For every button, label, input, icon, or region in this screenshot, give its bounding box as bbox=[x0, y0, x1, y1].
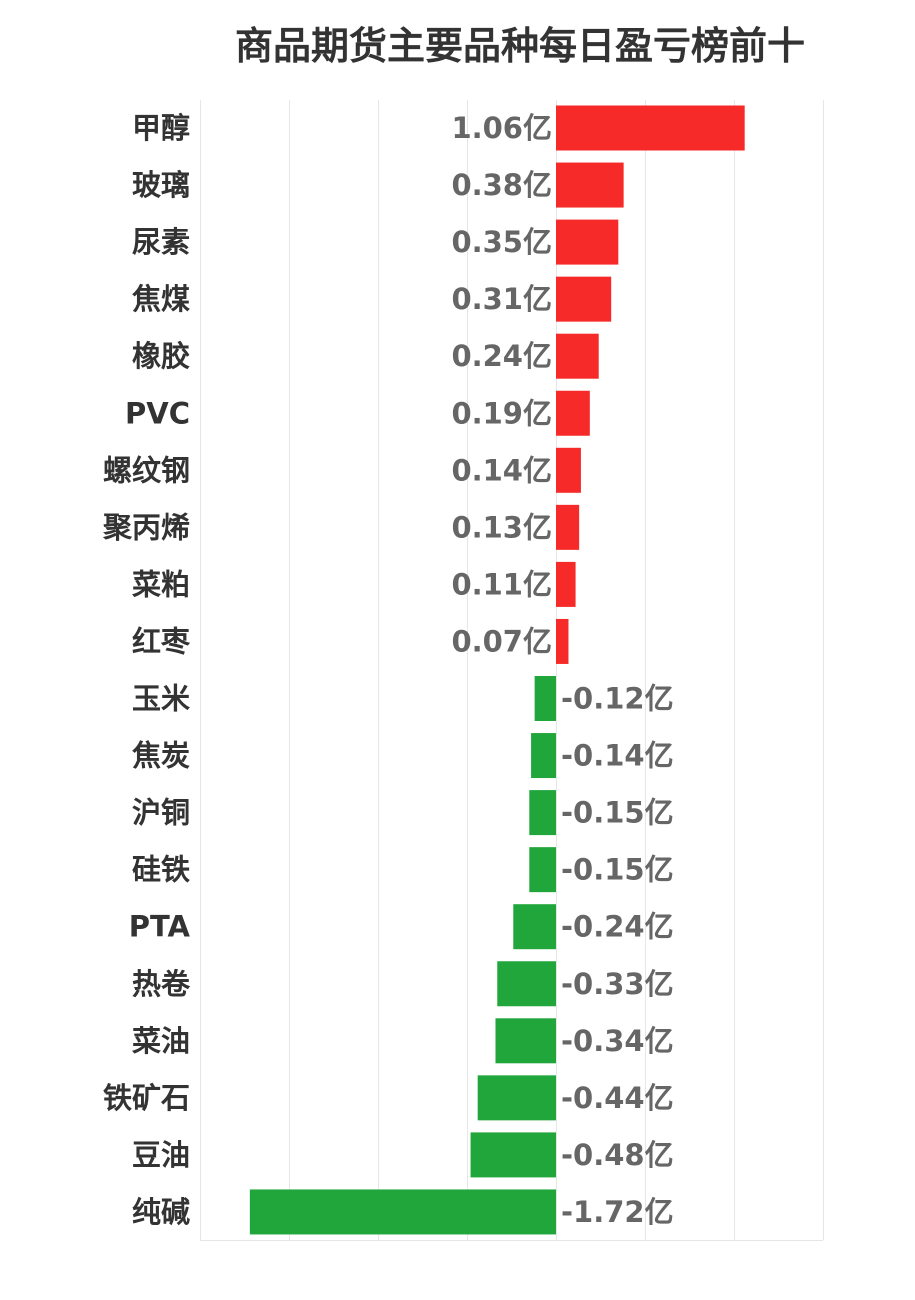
value-label: 0.35亿 bbox=[451, 225, 552, 259]
value-label: -0.34亿 bbox=[561, 1024, 674, 1058]
bar-2 bbox=[556, 162, 624, 208]
bar-7 bbox=[556, 447, 581, 493]
category-label: 玉米 bbox=[132, 682, 190, 716]
category-label: 菜粕 bbox=[132, 567, 190, 601]
category-label: PVC bbox=[125, 396, 190, 430]
value-label: -0.24亿 bbox=[561, 910, 674, 944]
value-label: -0.12亿 bbox=[561, 682, 674, 716]
category-label: 热卷 bbox=[132, 967, 191, 1001]
value-label: -0.44亿 bbox=[561, 1081, 674, 1115]
category-label: 橡胶 bbox=[132, 339, 190, 373]
bar-17 bbox=[495, 1018, 556, 1064]
bar-14 bbox=[529, 847, 556, 893]
value-label: -0.14亿 bbox=[561, 739, 674, 773]
value-label: 0.31亿 bbox=[451, 282, 552, 316]
value-label: 0.13亿 bbox=[451, 510, 552, 544]
bar-3 bbox=[556, 219, 619, 265]
value-label: 1.06亿 bbox=[451, 111, 552, 145]
bar-16 bbox=[497, 961, 556, 1007]
category-label: 焦炭 bbox=[132, 739, 190, 773]
category-label: 玻璃 bbox=[132, 168, 190, 202]
bar-19 bbox=[470, 1132, 556, 1178]
bar-6 bbox=[556, 390, 590, 436]
bar-11 bbox=[534, 676, 556, 721]
bar-15 bbox=[513, 904, 556, 950]
category-label: 铁矿石 bbox=[103, 1081, 190, 1115]
category-label: 豆油 bbox=[132, 1138, 190, 1172]
category-label: 焦煤 bbox=[132, 282, 190, 316]
bar-4 bbox=[556, 276, 612, 322]
chart-title: 商品期货主要品种每日盈亏榜前十 bbox=[235, 24, 806, 68]
grid-lines bbox=[200, 100, 824, 1241]
value-label: -1.72亿 bbox=[561, 1195, 674, 1229]
category-label: 红枣 bbox=[132, 624, 191, 658]
value-label: -0.33亿 bbox=[561, 967, 674, 1001]
category-label: 聚丙烯 bbox=[102, 510, 190, 544]
bar-10 bbox=[556, 618, 569, 664]
value-label: 0.19亿 bbox=[451, 396, 552, 430]
category-label: 菜油 bbox=[132, 1024, 190, 1058]
category-label: 沪铜 bbox=[132, 796, 190, 830]
value-label: -0.48亿 bbox=[561, 1138, 674, 1172]
value-labels: 1.06亿 0.38亿 0.35亿 0.31亿 0.24亿 0.19亿 0.14亿 0.13亿… bbox=[451, 111, 673, 1229]
bar-9 bbox=[556, 561, 576, 607]
category-label: 尿素 bbox=[132, 225, 190, 259]
bar-18 bbox=[477, 1075, 556, 1121]
category-label: 螺纹钢 bbox=[103, 453, 190, 487]
category-label: 纯碱 bbox=[132, 1195, 190, 1229]
value-label: 0.38亿 bbox=[451, 168, 552, 202]
value-label: 0.24亿 bbox=[451, 339, 552, 373]
bar-12 bbox=[531, 733, 556, 779]
value-label: 0.14亿 bbox=[451, 453, 552, 487]
bars bbox=[249, 105, 745, 1235]
bar-5 bbox=[556, 333, 599, 379]
bar-8 bbox=[556, 504, 580, 550]
bar-20 bbox=[249, 1189, 556, 1235]
value-label: 0.11亿 bbox=[451, 567, 552, 601]
value-label: 0.07亿 bbox=[451, 624, 552, 658]
category-label: 硅铁 bbox=[132, 853, 190, 887]
bar-1 bbox=[556, 105, 745, 151]
category-label: 甲醇 bbox=[132, 111, 190, 145]
bar-13 bbox=[529, 790, 556, 836]
value-label: -0.15亿 bbox=[561, 853, 674, 887]
category-label: PTA bbox=[129, 910, 191, 944]
value-label: -0.15亿 bbox=[561, 796, 674, 830]
